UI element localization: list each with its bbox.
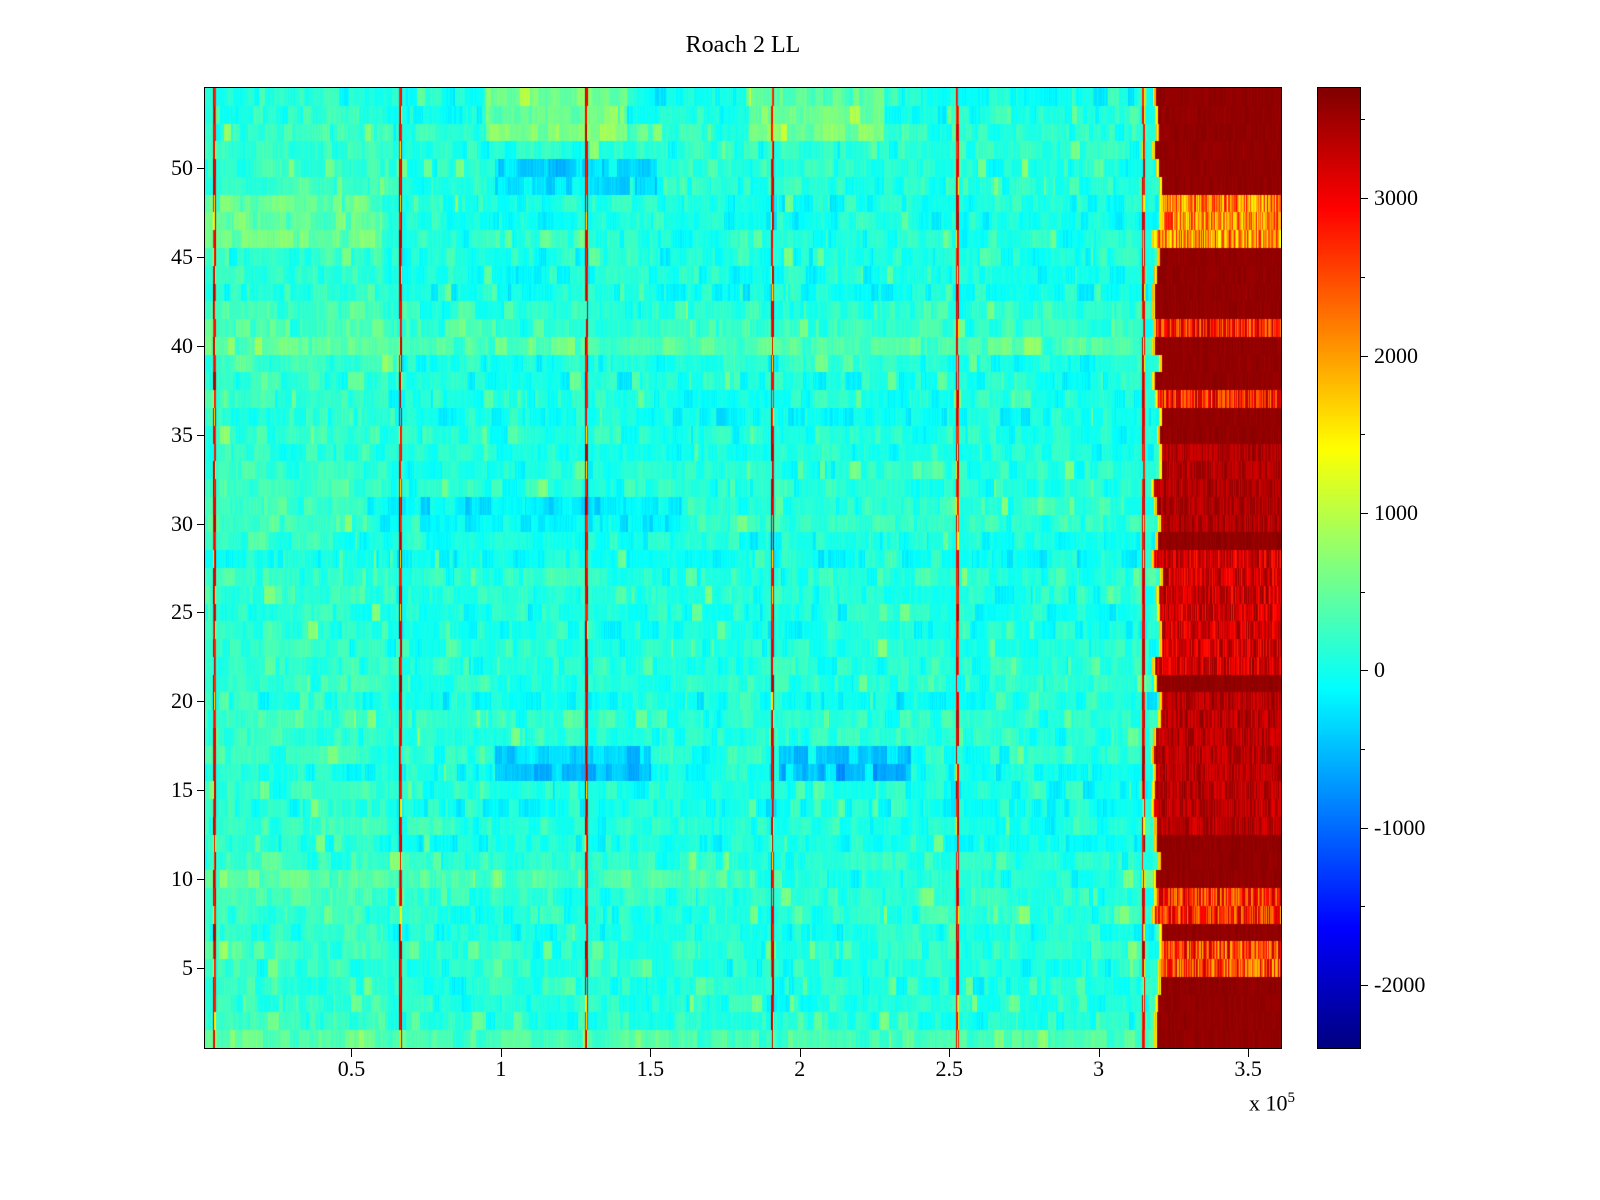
colorbar-tick-mark bbox=[1360, 198, 1368, 200]
y-tick-mark bbox=[197, 701, 205, 703]
x-tick-mark bbox=[351, 1049, 353, 1057]
y-tick-label: 30 bbox=[171, 510, 193, 536]
chart-title: Roach 2 LL bbox=[685, 32, 801, 58]
colorbar-minor-tick-mark bbox=[1360, 906, 1365, 908]
y-tick-label: 40 bbox=[171, 332, 193, 358]
y-tick-mark bbox=[197, 523, 205, 525]
y-tick-label: 10 bbox=[171, 866, 193, 892]
x-tick-mark bbox=[500, 1049, 502, 1057]
colorbar-minor-tick-mark bbox=[1360, 276, 1365, 278]
y-tick-mark bbox=[197, 790, 205, 792]
x-tick-label: 1.5 bbox=[636, 1056, 665, 1081]
colorbar-tick-label: 2000 bbox=[1374, 342, 1418, 368]
colorbar-minor-tick-mark bbox=[1360, 119, 1365, 121]
colorbar-tick-label: -2000 bbox=[1374, 972, 1426, 998]
x-tick-label: 2.5 bbox=[935, 1056, 963, 1081]
x-tick-label: 3 bbox=[1093, 1056, 1105, 1081]
colorbar-tick-mark bbox=[1360, 355, 1368, 357]
colorbar-tick-label: 1000 bbox=[1374, 499, 1418, 525]
y-tick-label: 5 bbox=[182, 955, 193, 980]
y-tick-label: 50 bbox=[171, 155, 193, 180]
y-tick-mark bbox=[197, 168, 205, 169]
x-tick-label: 3.5 bbox=[1234, 1056, 1262, 1081]
colorbar-minor-tick-mark bbox=[1360, 434, 1365, 436]
colorbar-tick-label: 0 bbox=[1374, 657, 1385, 683]
x-tick-label: 2 bbox=[794, 1056, 806, 1081]
x-tick-mark bbox=[650, 1049, 652, 1057]
y-tick-mark bbox=[197, 345, 205, 347]
colorbar-tick-mark bbox=[1360, 985, 1368, 987]
x-tick-mark bbox=[799, 1049, 801, 1057]
x-exponent-power: 5 bbox=[1287, 1090, 1296, 1106]
x-tick-label: 1 bbox=[495, 1056, 507, 1081]
y-tick-label: 15 bbox=[171, 777, 193, 803]
y-tick-label: 45 bbox=[171, 243, 193, 269]
colorbar-minor-tick-mark bbox=[1360, 748, 1365, 750]
colorbar-tick-mark bbox=[1360, 512, 1368, 514]
colorbar-tick-label: 3000 bbox=[1374, 185, 1418, 211]
y-tick-label: 35 bbox=[171, 421, 193, 447]
y-tick-label: 20 bbox=[171, 688, 193, 714]
colorbar-tick-mark bbox=[1360, 827, 1368, 829]
y-tick-mark bbox=[197, 256, 205, 258]
x-axis-exponent: x 105 bbox=[1120, 1090, 1295, 1116]
x-tick-mark bbox=[1098, 1049, 1100, 1057]
y-tick-mark bbox=[197, 434, 205, 436]
colorbar-tick-mark bbox=[1360, 670, 1368, 672]
x-exponent-base: x 10 bbox=[1249, 1090, 1288, 1116]
y-tick-mark bbox=[197, 612, 205, 614]
x-tick-mark bbox=[1248, 1049, 1250, 1057]
x-tick-mark bbox=[949, 1049, 951, 1057]
colorbar-tick-label: -1000 bbox=[1374, 814, 1426, 840]
y-tick-mark bbox=[197, 968, 205, 969]
y-tick-mark bbox=[197, 879, 205, 881]
colorbar-minor-tick-mark bbox=[1360, 591, 1365, 593]
heatmap-canvas bbox=[205, 88, 1281, 1048]
y-tick-label: 25 bbox=[171, 599, 193, 625]
colorbar-canvas bbox=[1318, 88, 1360, 1048]
x-tick-label: 0.5 bbox=[337, 1056, 366, 1081]
